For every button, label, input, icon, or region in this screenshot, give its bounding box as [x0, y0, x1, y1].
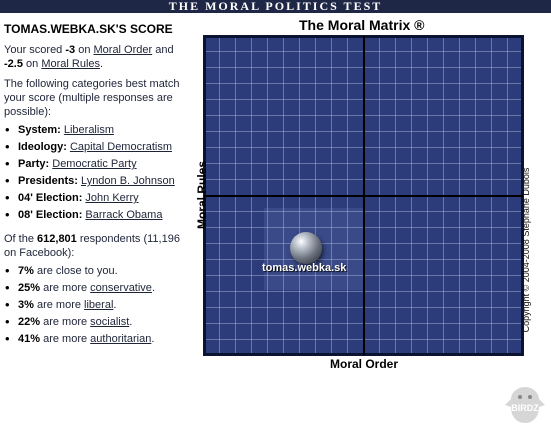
stat-text: are more: [40, 282, 91, 294]
stat-text: are more: [33, 299, 85, 311]
respondents-summary: Of the 612,801 respondents (11,196 on Fa…: [4, 232, 192, 260]
copyright-text: Copyright © 2004-2008 Stephane Dubois: [521, 167, 531, 333]
score-marker: [290, 232, 322, 264]
respondents-text: Of the: [4, 233, 38, 245]
banner: THE MORAL POLITICS TEST: [0, 0, 551, 13]
stat-link[interactable]: authoritarian: [90, 333, 152, 345]
x-axis-label: Moral Order: [330, 357, 399, 371]
stat-text: .: [113, 299, 117, 311]
category-label: System:: [18, 124, 61, 136]
categories-intro: The following categories best match your…: [4, 78, 180, 118]
category-item: 08' Election: Barrack Obama: [4, 208, 192, 222]
score-text: .: [100, 58, 104, 70]
category-label: 04' Election:: [18, 192, 83, 204]
score-text: on: [22, 58, 42, 70]
moral-order-link[interactable]: Moral Order: [93, 44, 153, 56]
category-link[interactable]: Capital Democratism: [69, 141, 173, 153]
category-link[interactable]: John Kerry: [85, 192, 139, 204]
score-text: on: [75, 44, 94, 56]
category-label: Party:: [18, 158, 50, 170]
stat-text: are more: [40, 333, 91, 345]
matrix-title: The Moral Matrix ®: [299, 17, 425, 33]
score-text: Your scored: [4, 44, 66, 56]
category-label: 08' Election:: [18, 209, 83, 221]
stat-percent: 22%: [18, 316, 41, 328]
rules-score: -2.5: [4, 58, 23, 70]
marker-label: tomas.webka.sk: [262, 262, 347, 274]
stat-percent: 3%: [18, 299, 34, 311]
stat-text: .: [151, 282, 155, 294]
category-item: Party: Democratic Party: [4, 157, 192, 171]
stat-link[interactable]: socialist: [90, 316, 130, 328]
stat-text: .: [151, 333, 155, 345]
moral-matrix: tomas.webka.sk: [203, 35, 524, 356]
birdz-logo: BIRDZ: [503, 385, 547, 425]
stat-item: 7% are close to you.: [4, 264, 192, 278]
stat-percent: 25%: [18, 282, 41, 294]
stat-item: 41% are more authoritarian.: [4, 332, 192, 346]
category-link[interactable]: Democratic Party: [52, 158, 137, 170]
stat-percent: 7%: [18, 265, 34, 277]
category-item: Ideology: Capital Democratism: [4, 140, 192, 154]
score-title: TOMAS.WEBKA.SK'S SCORE: [4, 22, 173, 36]
y-axis-label: Moral Rules: [195, 161, 209, 230]
category-link[interactable]: Liberalism: [63, 124, 114, 136]
stat-percent: 41%: [18, 333, 41, 345]
moral-rules-link[interactable]: Moral Rules: [41, 58, 101, 70]
stat-item: 25% are more conservative.: [4, 281, 192, 295]
respondents-list: 7% are close to you. 25% are more conser…: [4, 264, 192, 346]
stat-text: are more: [40, 316, 91, 328]
banner-title: THE MORAL POLITICS TEST: [168, 0, 383, 13]
matrix-horizontal-axis: [204, 195, 523, 197]
score-text: and: [152, 44, 174, 56]
category-label: Presidents:: [18, 175, 78, 187]
stat-link[interactable]: conservative: [90, 282, 152, 294]
score-panel: TOMAS.WEBKA.SK'S SCORE Your scored -3 on…: [4, 22, 192, 346]
respondents-total: 612,801: [37, 233, 77, 245]
stat-text: are close to you.: [33, 265, 118, 277]
stat-item: 22% are more socialist.: [4, 315, 192, 329]
category-item: Presidents: Lyndon B. Johnson: [4, 174, 192, 188]
category-item: 04' Election: John Kerry: [4, 191, 192, 205]
score-summary: Your scored -3 on Moral Order and -2.5 o…: [4, 43, 192, 71]
birdz-text: BIRDZ: [511, 403, 539, 413]
category-link[interactable]: Barrack Obama: [85, 209, 163, 221]
stat-text: .: [129, 316, 133, 328]
category-label: Ideology:: [18, 141, 67, 153]
category-item: System: Liberalism: [4, 123, 192, 137]
category-link[interactable]: Lyndon B. Johnson: [80, 175, 175, 187]
respondents-text: respondents (11,196 on Facebook):: [4, 233, 180, 259]
categories-list: System: Liberalism Ideology: Capital Dem…: [4, 123, 192, 222]
order-score: -3: [65, 44, 76, 56]
stat-item: 3% are more liberal.: [4, 298, 192, 312]
stat-link[interactable]: liberal: [84, 299, 114, 311]
